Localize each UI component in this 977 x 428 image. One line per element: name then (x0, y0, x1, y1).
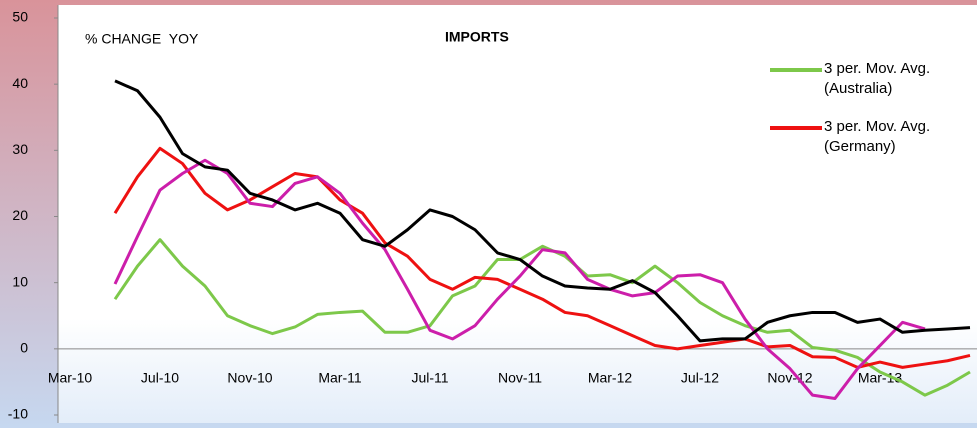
plot-area (58, 5, 977, 423)
y-tick-label: 0 (20, 340, 28, 356)
x-tick-label: Mar-13 (858, 370, 903, 386)
y-tick-label: 30 (12, 141, 28, 157)
x-tick-label: Nov-12 (767, 370, 812, 386)
y-tick-label: 50 (12, 9, 28, 25)
series-line (113, 158, 926, 400)
chart-title: IMPORTS (445, 29, 509, 45)
y-axis-label: % CHANGE YOY (85, 31, 199, 47)
legend-label: 3 per. Mov. Avg. (Germany) (824, 118, 931, 155)
y-tick-label: 20 (12, 207, 28, 223)
y-tick-label: -10 (8, 406, 28, 422)
x-tick-label: Jul-12 (681, 370, 719, 386)
x-tick-label: Jul-10 (141, 370, 179, 386)
x-tick-label: Mar-12 (588, 370, 633, 386)
legend-label: 3 per. Mov. Avg. (Australia) (824, 60, 931, 97)
x-tick-label: Nov-11 (498, 370, 542, 386)
y-tick-label: 10 (12, 273, 28, 289)
x-tick-label: Nov-10 (227, 370, 272, 386)
y-tick-label: 40 (12, 75, 28, 91)
x-tick-label: Mar-10 (48, 370, 93, 386)
x-tick-label: Jul-11 (411, 370, 448, 386)
series-line (113, 238, 971, 397)
x-tick-label: Mar-11 (318, 370, 362, 386)
series-line (114, 79, 971, 343)
